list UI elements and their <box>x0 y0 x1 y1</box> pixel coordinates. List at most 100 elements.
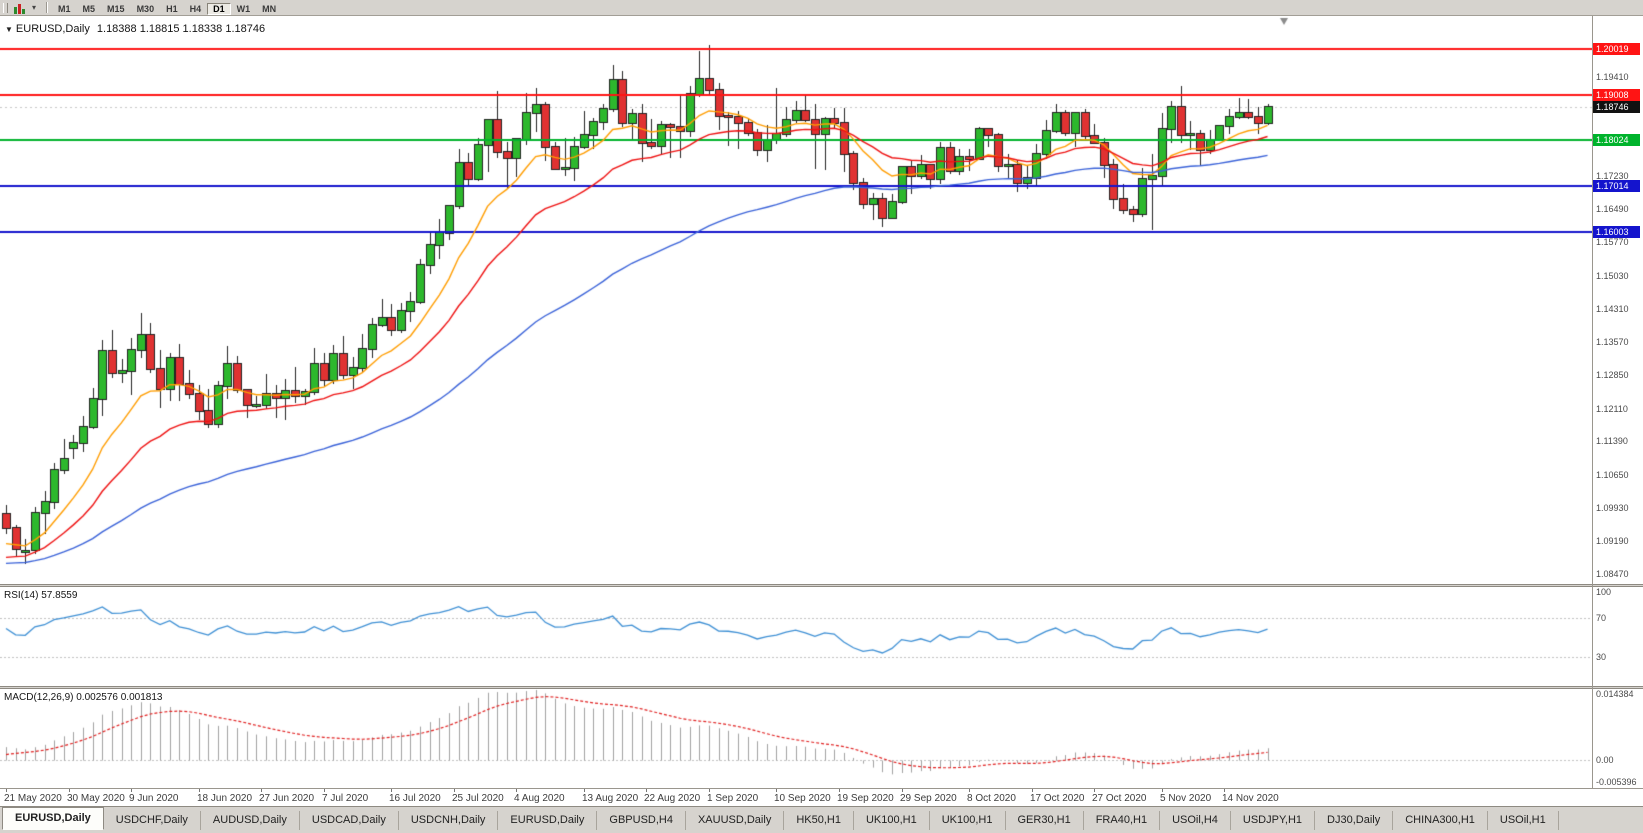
chart-type-icon[interactable] <box>12 2 31 14</box>
time-axis-label: 16 Jul 2020 <box>389 793 441 804</box>
chart-tab-uk100-h1[interactable]: UK100,H1 <box>929 811 1006 830</box>
indicator-axis-label: 30 <box>1596 651 1607 662</box>
chart-tab-usdcnh-daily[interactable]: USDCNH,Daily <box>398 811 499 830</box>
timeframe-button-h1[interactable]: H1 <box>166 3 178 14</box>
price-level-badge: 1.16003 <box>1593 225 1640 238</box>
chart-tab-eurusd-daily[interactable]: EURUSD,Daily <box>498 811 598 830</box>
chart-tab-usoil-h4[interactable]: USOil,H4 <box>1160 811 1231 830</box>
time-axis-tick <box>709 789 710 792</box>
time-axis-label: 30 May 2020 <box>67 793 125 804</box>
toolbar-separator <box>46 2 49 13</box>
price-level-badge: 1.18024 <box>1593 133 1640 146</box>
price-axis-tick: 1.09930 <box>1596 502 1629 513</box>
chart-tab-xauusd-daily[interactable]: XAUUSD,Daily <box>685 811 785 830</box>
time-axis-tick <box>131 789 132 792</box>
timeframe-button-m1[interactable]: M1 <box>58 3 71 14</box>
timeframe-button-m15[interactable]: M15 <box>107 3 125 14</box>
time-axis-label: 21 May 2020 <box>4 793 62 804</box>
time-axis-tick <box>902 789 903 792</box>
time-axis-tick <box>969 789 970 792</box>
time-axis-label: 27 Oct 2020 <box>1092 793 1147 804</box>
time-axis-tick <box>391 789 392 792</box>
timeframe-button-mn[interactable]: MN <box>262 3 277 14</box>
timeframes-toolbar: ▾ M1 M5 M15 M30 H1 H4 D1 W1 MN <box>0 0 1643 16</box>
time-axis-tick <box>6 789 7 792</box>
time-axis-label: 25 Jul 2020 <box>452 793 504 804</box>
current-price-badge: 1.18746 <box>1593 100 1640 113</box>
indicator-axis-label: 0.00 <box>1596 755 1614 765</box>
price-axis-border <box>1592 16 1593 788</box>
indicator-axis-label: 100 <box>1596 587 1612 597</box>
time-axis-tick <box>454 789 455 792</box>
price-chart-canvas[interactable] <box>0 16 1592 584</box>
price-axis-tick: 1.19410 <box>1596 71 1629 82</box>
chart-tab-usoil-h1[interactable]: USOil,H1 <box>1487 811 1559 830</box>
chart-tab-usdjpy-h1[interactable]: USDJPY,H1 <box>1230 811 1316 830</box>
price-axis-tick: 1.16490 <box>1596 204 1629 215</box>
price-axis-tick: 1.11390 <box>1596 436 1628 447</box>
panel-splitter[interactable] <box>0 686 1643 689</box>
rsi-canvas[interactable] <box>0 587 1592 686</box>
price-axis-tick: 1.14310 <box>1596 303 1629 314</box>
indicator-axis-label: -0.005396 <box>1596 777 1637 787</box>
indicator-axis-label: 0.014384 <box>1596 689 1634 699</box>
chart-title: ▼ EURUSD,Daily 1.18388 1.18815 1.18338 1.1… <box>5 23 265 35</box>
chart-tab-ger30-h1[interactable]: GER30,H1 <box>1005 811 1084 830</box>
time-axis-label: 8 Oct 2020 <box>967 793 1016 804</box>
time-axis-tick <box>261 789 262 792</box>
price-axis-tick: 1.15770 <box>1596 237 1629 248</box>
chart-tab-dj30-daily[interactable]: DJ30,Daily <box>1315 811 1394 830</box>
time-axis-label: 18 Jun 2020 <box>197 793 253 804</box>
price-axis-tick: 1.13570 <box>1596 337 1629 348</box>
time-axis-tick <box>1162 789 1163 792</box>
time-axis-tick <box>646 789 647 792</box>
price-axis-tick: 1.12850 <box>1596 369 1629 380</box>
time-axis-label: 27 Jun 2020 <box>259 793 315 804</box>
macd-canvas[interactable] <box>0 689 1592 788</box>
chart-ohlc-values: 1.18388 1.18815 1.18338 1.18746 <box>96 23 266 35</box>
chart-tab-usdchf-daily[interactable]: USDCHF,Daily <box>103 811 201 830</box>
time-axis[interactable]: 21 May 2020 30 May 2020 9 Jun 2020 18 Jun 2… <box>0 788 1643 806</box>
chart-tab-hk50-h1[interactable]: HK50,H1 <box>784 811 854 830</box>
chevron-down-icon[interactable]: ▾ <box>32 2 37 12</box>
time-axis-tick <box>1094 789 1095 792</box>
chart-tab-usdcad-daily[interactable]: USDCAD,Daily <box>299 811 399 830</box>
price-chart-panel: ▼ EURUSD,Daily 1.18388 1.18815 1.18338 1.1… <box>0 16 1643 584</box>
time-axis-tick <box>584 789 585 792</box>
chart-tab-audusd-daily[interactable]: AUDUSD,Daily <box>200 811 300 830</box>
time-axis-tick <box>776 789 777 792</box>
time-axis-label: 4 Aug 2020 <box>514 793 565 804</box>
time-axis-label: 14 Nov 2020 <box>1222 793 1279 804</box>
price-axis-tick: 1.09190 <box>1596 536 1629 547</box>
time-axis-tick <box>324 789 325 792</box>
chart-tab-fra40-h1[interactable]: FRA40,H1 <box>1083 811 1161 830</box>
toolbar-gripper[interactable] <box>3 2 8 13</box>
time-axis-tick <box>1032 789 1033 792</box>
collapse-arrow-icon[interactable]: ▼ <box>5 25 13 34</box>
chart-tab-gbpusd-h4[interactable]: GBPUSD,H4 <box>597 811 686 830</box>
timeframe-button-m30[interactable]: M30 <box>136 3 155 14</box>
macd-label: MACD(12,26,9) 0.002576 0.001813 <box>4 692 163 703</box>
chart-tab-uk100-h1[interactable]: UK100,H1 <box>853 811 930 830</box>
price-axis-tick: 1.10650 <box>1596 469 1629 480</box>
indicator-axis-label: 70 <box>1596 613 1607 624</box>
rsi-indicator-panel: RSI(14) 57.8559 100 70 30 <box>0 587 1643 686</box>
time-axis-label: 7 Jul 2020 <box>322 793 369 804</box>
time-axis-tick <box>839 789 840 792</box>
price-level-badge: 1.17014 <box>1593 179 1640 192</box>
timeframe-button-w1[interactable]: W1 <box>236 3 251 14</box>
chart-tab-china300-h1[interactable]: CHINA300,H1 <box>1393 811 1488 830</box>
time-axis-label: 17 Oct 2020 <box>1030 793 1085 804</box>
time-axis-tick <box>1224 789 1225 792</box>
price-axis-tick: 1.17230 <box>1596 170 1629 181</box>
timeframe-button-d1[interactable]: D1 <box>207 2 231 15</box>
time-axis-label: 1 Sep 2020 <box>707 793 759 804</box>
time-axis-label: 13 Aug 2020 <box>582 793 639 804</box>
time-axis-tick <box>199 789 200 792</box>
time-axis-label: 22 Aug 2020 <box>644 793 701 804</box>
panel-splitter[interactable] <box>0 584 1643 587</box>
timeframe-button-h4[interactable]: H4 <box>189 3 202 14</box>
price-axis-tick: 1.12110 <box>1596 403 1628 414</box>
chart-tab-eurusd-daily[interactable]: EURUSD,Daily <box>2 807 104 830</box>
timeframe-button-m5[interactable]: M5 <box>82 3 96 14</box>
